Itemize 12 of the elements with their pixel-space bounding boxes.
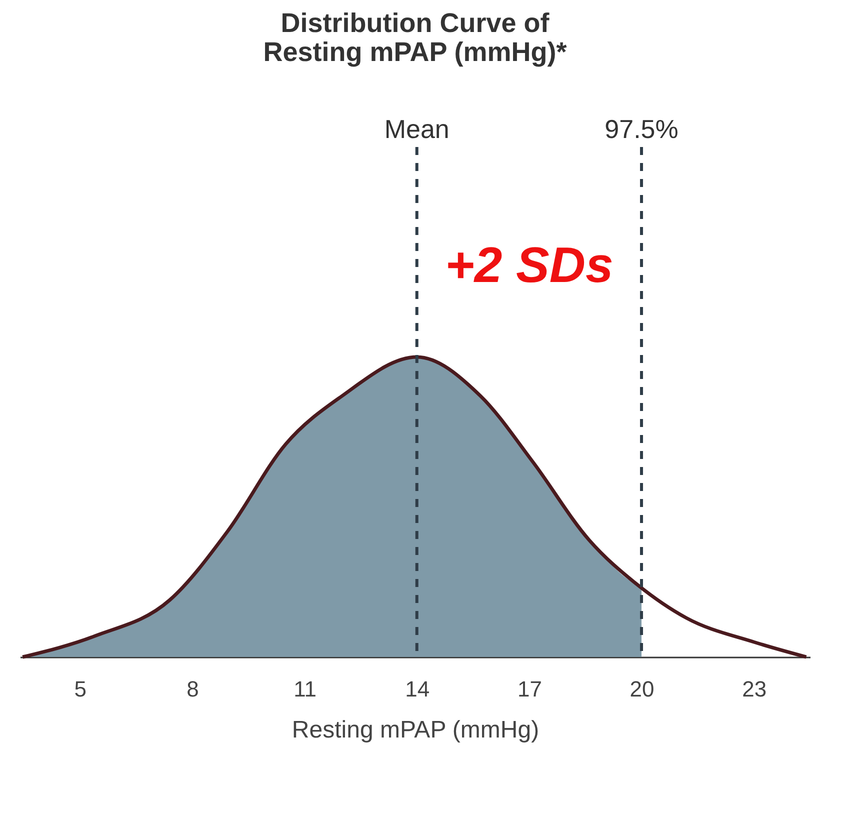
x-tick-label: 23: [742, 676, 767, 702]
x-axis-title: Resting mPAP (mmHg): [292, 716, 540, 744]
text: +2 SDs: [445, 237, 614, 293]
text: 97.5%: [604, 114, 678, 144]
x-tick-label: 11: [294, 676, 316, 702]
x-tick-label: 20: [630, 676, 654, 702]
x-tick-label: 14: [405, 676, 430, 702]
x-tick-label: 5: [74, 676, 87, 702]
x-tick-label: 8: [186, 676, 199, 702]
ref-line-label: Mean: [384, 114, 450, 144]
x-tick-label: 17: [517, 676, 542, 702]
chart-title: Distribution Curve of Resting mPAP (mmHg)*: [263, 8, 568, 67]
